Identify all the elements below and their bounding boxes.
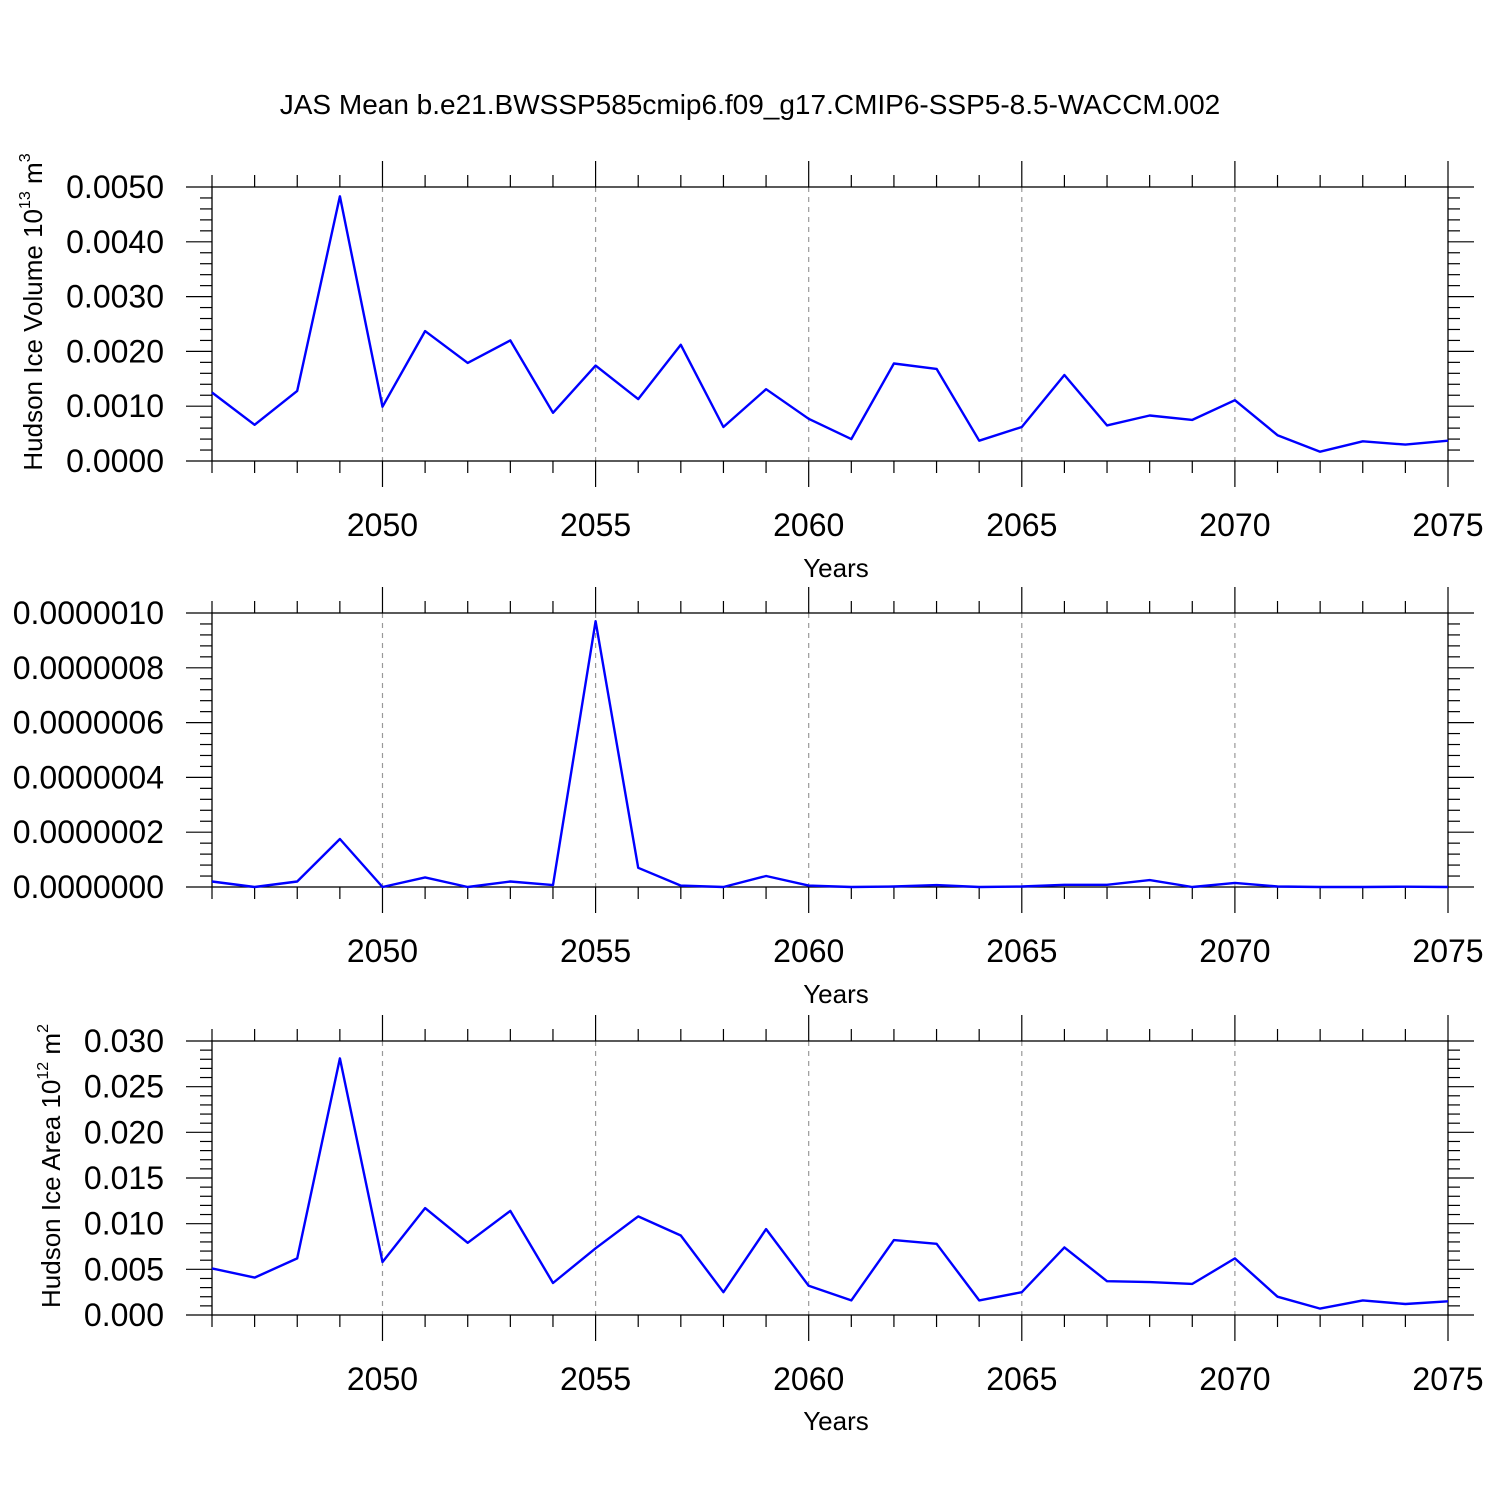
x-tick-label: 2055: [560, 1361, 631, 1397]
x-tick-label: 2050: [347, 933, 418, 969]
y-tick-label: 0.010: [84, 1206, 164, 1242]
x-tick-label: 2055: [560, 507, 631, 543]
y-tick-label: 0.0050: [66, 169, 164, 205]
x-tick-label: 2055: [560, 933, 631, 969]
x-tick-label: 2050: [347, 1361, 418, 1397]
plot-frame: [211, 186, 1449, 462]
x-axis-title: Years: [803, 553, 869, 583]
x-tick-label: 2065: [986, 1361, 1057, 1397]
series-line: [211, 195, 1449, 453]
y-tick-label: 0.025: [84, 1069, 164, 1105]
plot-frame: [211, 612, 1449, 888]
x-tick-label: 2065: [986, 507, 1057, 543]
y-tick-label: 0.020: [84, 1114, 164, 1150]
x-tick-label: 2075: [1412, 507, 1483, 543]
x-axis-title: Years: [803, 979, 869, 1009]
x-tick-label: 2070: [1199, 933, 1270, 969]
x-tick-label: 2075: [1412, 933, 1483, 969]
y-axis-title: Hudson Ice Area 1012 m2: [35, 1024, 66, 1308]
y-tick-label: 0.0000: [66, 443, 164, 479]
y-tick-label: 0.0000010: [13, 595, 164, 631]
x-tick-label: 2050: [347, 507, 418, 543]
y-tick-label: 0.000: [84, 1297, 164, 1333]
x-tick-label: 2070: [1199, 507, 1270, 543]
plot-frame: [211, 1040, 1449, 1316]
x-tick-label: 2070: [1199, 1361, 1270, 1397]
series-line: [211, 620, 1449, 889]
x-tick-label: 2065: [986, 933, 1057, 969]
y-tick-label: 0.030: [84, 1023, 164, 1059]
y-tick-label: 0.0000002: [13, 814, 164, 850]
y-tick-label: 0.0000004: [13, 759, 164, 795]
y-tick-label: 0.0000000: [13, 869, 164, 905]
x-tick-label: 2060: [773, 933, 844, 969]
series-line: [211, 1057, 1449, 1310]
y-tick-label: 0.005: [84, 1251, 164, 1287]
y-tick-label: 0.0020: [66, 333, 164, 369]
y-tick-label: 0.0000006: [13, 705, 164, 741]
plot-panel-3: 0.000 0.005 0.010 0.015 0.020 0.025 0.030 2050 2…: [35, 1015, 1484, 1436]
plot-panel-1: 0.0000 0.0010 0.0020 0.0030 0.0040 0.0050 2050…: [17, 153, 1484, 583]
x-axis-title: Years: [803, 1406, 869, 1436]
y-tick-label: 0.0010: [66, 388, 164, 424]
chart-title: JAS Mean b.e21.BWSSP585cmip6.f09_g17.CMI…: [280, 89, 1221, 120]
panels: 0.0000 0.0010 0.0020 0.0030 0.0040 0.0050 2050…: [13, 153, 1484, 1436]
plot-panel-2: 0.0000000 0.0000002 0.0000004 0.0000006 0.00…: [13, 587, 1484, 1009]
x-tick-label: 2060: [773, 507, 844, 543]
y-tick-label: 0.0030: [66, 279, 164, 315]
y-axis-title: Hudson Ice Volume 1013 m3: [17, 153, 48, 470]
y-tick-label: 0.0040: [66, 224, 164, 260]
y-tick-label: 0.015: [84, 1160, 164, 1196]
x-tick-label: 2060: [773, 1361, 844, 1397]
x-tick-label: 2075: [1412, 1361, 1483, 1397]
y-tick-label: 0.0000008: [13, 650, 164, 686]
